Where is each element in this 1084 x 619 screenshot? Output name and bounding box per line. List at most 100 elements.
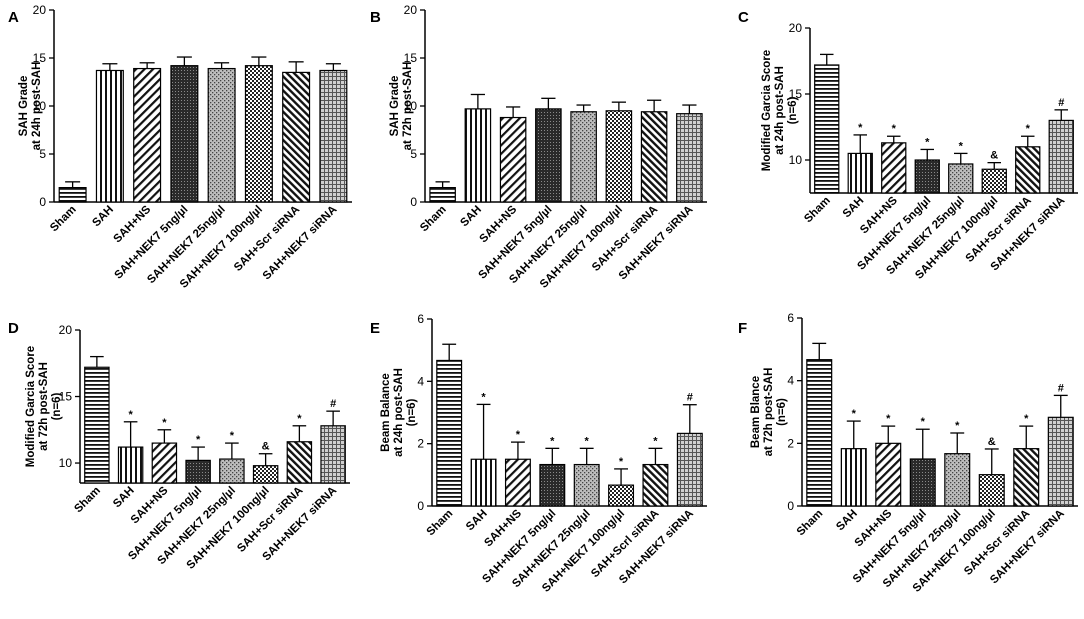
bar-7 <box>640 111 668 203</box>
significance-mark: # <box>1058 97 1064 109</box>
bar-6 <box>252 465 279 484</box>
y-tick-label: 2 <box>787 436 794 450</box>
panel-d: D 10 15 20 Modified Garcia Score at 72h post-… <box>8 320 350 572</box>
bar-1 <box>814 64 840 194</box>
bar-7 <box>282 71 311 203</box>
bar-1 <box>429 187 456 203</box>
y-axis-label: SAH Grade <box>389 76 401 137</box>
y-axis-label: (n=6) <box>406 398 418 426</box>
bar-4 <box>909 458 936 507</box>
bar-6 <box>978 474 1005 507</box>
significance-mark: * <box>955 420 960 432</box>
significance-mark: & <box>990 150 998 162</box>
bar-8 <box>320 425 346 484</box>
x-tick-label: Sham <box>48 204 79 235</box>
y-axis-label: (n=6) <box>51 392 63 420</box>
bar-5 <box>570 111 597 203</box>
y-axis-label: at 72h post-SAH <box>763 368 775 457</box>
significance-mark: * <box>230 430 235 442</box>
bar-1 <box>58 187 87 203</box>
y-tick-label: 5 <box>39 147 46 161</box>
significance-mark: * <box>585 435 590 447</box>
y-axis-label: (n=6) <box>776 398 788 426</box>
y-tick-label: 5 <box>410 147 417 161</box>
y-axis-label: Modified Garcia Score <box>761 50 773 171</box>
bar-8 <box>319 69 348 203</box>
bar-2 <box>840 448 867 507</box>
y-tick-label: 20 <box>789 21 803 35</box>
y-tick-label: 10 <box>789 153 803 167</box>
bar-7 <box>1015 146 1041 194</box>
significance-mark: # <box>330 398 336 410</box>
y-axis-label: Beam Blance <box>750 376 762 448</box>
y-tick-label: 10 <box>33 99 47 113</box>
significance-mark: * <box>619 456 624 468</box>
bar-6 <box>605 110 633 203</box>
y-tick-label: 20 <box>33 3 47 17</box>
panel-letter: B <box>370 9 381 26</box>
bar-4 <box>185 459 211 484</box>
x-tick-label: Sham <box>795 508 826 539</box>
bar-4 <box>535 108 562 203</box>
bar-2 <box>117 446 144 484</box>
bar-3 <box>499 116 527 203</box>
bar-4 <box>539 463 566 507</box>
panel-b: B 0 5 10 15 20 SAH Grade at 72h post-SAH Sham SAH… <box>370 3 707 291</box>
significance-mark: * <box>1026 123 1031 135</box>
y-tick-label: 15 <box>59 390 73 404</box>
significance-mark: * <box>516 429 521 441</box>
significance-mark: * <box>892 123 897 135</box>
significance-mark: # <box>1058 382 1064 394</box>
bar-5 <box>207 67 236 203</box>
significance-mark: * <box>852 408 857 420</box>
x-tick-label: SAH <box>90 204 116 230</box>
y-tick-label: 0 <box>410 195 417 209</box>
bar-3 <box>504 458 531 507</box>
bar-2 <box>470 458 497 507</box>
y-tick-label: 4 <box>417 374 424 388</box>
y-axis-label: at 24h post-SAH <box>774 66 786 155</box>
significance-mark: * <box>886 413 891 425</box>
bar-4 <box>170 65 199 203</box>
significance-mark: * <box>959 140 964 152</box>
panel-a: A 0 5 10 15 20 SAH Grade at 24h post-SAH Sham SAH… <box>8 3 352 291</box>
bar-3 <box>875 442 902 507</box>
bar-2 <box>464 108 492 203</box>
y-axis-label: (n=6) <box>787 96 799 124</box>
panel-f: F 0 2 4 6 Beam Blance at 72h post-SAH (n=6) Sham… <box>738 311 1078 595</box>
bar-8 <box>676 432 703 507</box>
significance-mark: * <box>196 434 201 446</box>
bar-4 <box>914 159 940 194</box>
bar-2 <box>95 69 124 203</box>
significance-mark: * <box>653 435 658 447</box>
y-tick-label: 10 <box>404 99 418 113</box>
bar-3 <box>133 67 162 203</box>
bar-7 <box>286 441 313 484</box>
significance-mark: * <box>921 416 926 428</box>
panel-e: E 0 2 4 6 Beam Balance at 24h post-SAH (n=6) Sha… <box>370 312 707 595</box>
bar-6 <box>608 484 635 507</box>
bar-3 <box>151 442 178 484</box>
x-tick-label: SAH+Scr siRNA <box>590 204 660 274</box>
significance-mark: * <box>925 136 930 148</box>
x-tick-label: SAH+NEK7 5ng/µl <box>112 204 190 282</box>
x-tick-label: SAH <box>841 195 867 221</box>
y-tick-label: 15 <box>789 87 803 101</box>
panel-letter: C <box>738 9 749 26</box>
y-tick-label: 6 <box>787 311 794 325</box>
panel-letter: E <box>370 320 380 337</box>
significance-mark: * <box>128 409 133 421</box>
y-tick-label: 2 <box>417 437 424 451</box>
y-axis-label: at 72h post-SAH <box>402 62 414 151</box>
y-tick-label: 6 <box>417 312 424 326</box>
bar-6 <box>244 65 273 203</box>
bar-5 <box>219 458 245 484</box>
x-tick-label: SAH <box>111 485 137 511</box>
bar-5 <box>573 463 600 507</box>
y-tick-label: 20 <box>404 3 418 17</box>
y-tick-label: 0 <box>787 499 794 513</box>
y-tick-label: 4 <box>787 374 794 388</box>
panel-letter: D <box>8 320 19 337</box>
bar-2 <box>847 152 873 194</box>
